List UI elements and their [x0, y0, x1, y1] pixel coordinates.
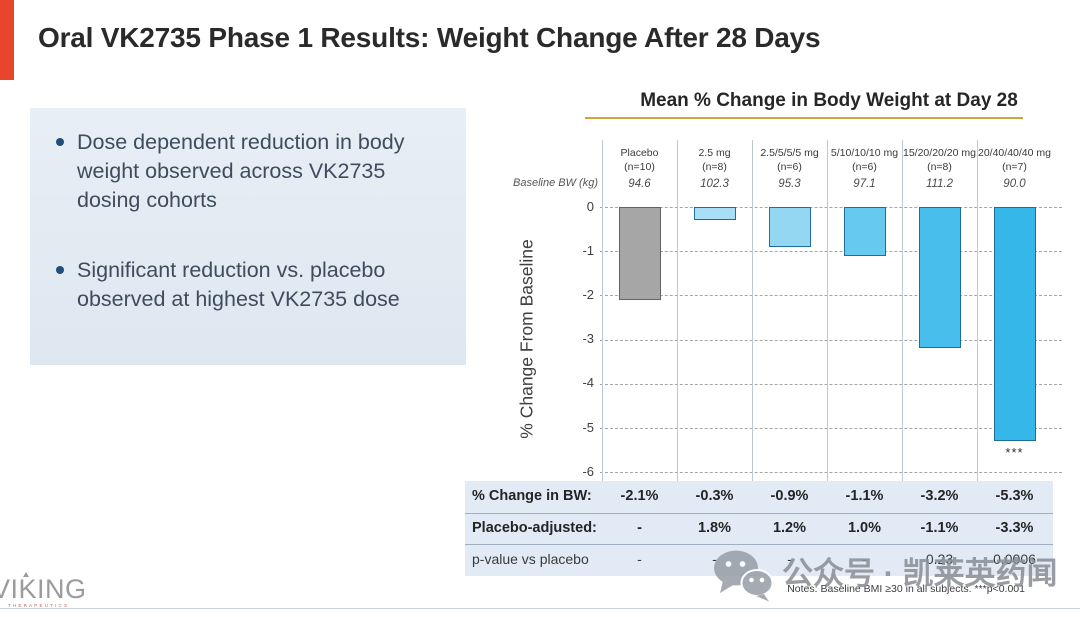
column-header-5: 15/20/20/20 mg (n=8) 111.2 [902, 147, 977, 192]
bullet-item-1: Dose dependent reduction in body weight … [56, 128, 448, 216]
y-tick-label--3: -3 [582, 331, 594, 347]
dose-label: 2.5 mg [698, 147, 731, 159]
table-cell-r1-c1: -2.1% [620, 488, 659, 504]
bar-20-40-40-40-mg [993, 207, 1036, 442]
chart-title-underline [585, 117, 1023, 119]
table-label-pct-change: % Change in BW: [472, 488, 592, 504]
table-label-placebo-adjusted: Placebo-adjusted: [472, 519, 597, 536]
n-label: (n=7) [1002, 160, 1027, 173]
dose-label: 20/40/40/40 mg [978, 147, 1051, 159]
viking-logo: VIKING THERAPEUTICS [0, 572, 87, 609]
table-label-p-value: p-value vs placebo [472, 551, 589, 568]
column-separator [977, 140, 978, 576]
table-cell-r2-c1: - [637, 519, 642, 536]
bullet-dot-icon [56, 265, 64, 274]
n-label: (n=6) [777, 160, 802, 173]
slide-bottom-edge [0, 608, 1080, 609]
baseline-bw-value: 90.0 [1003, 178, 1026, 191]
baseline-bw-value: 94.6 [628, 178, 651, 191]
viking-sail-icon [23, 572, 29, 577]
table-cell-r2-c4: 1.0% [847, 519, 882, 536]
table-cell-r3-c6: 0.0006 [993, 551, 1036, 568]
column-separator [752, 140, 753, 576]
dose-label: Placebo [620, 147, 659, 159]
n-label: (n=8) [927, 160, 952, 173]
baseline-bw-value: 97.1 [853, 178, 876, 191]
n-label: (n=8) [702, 160, 727, 173]
bar-5-10-10-10-mg [843, 207, 886, 256]
column-header-6: 20/40/40/40 mg (n=7) 90.0 [977, 147, 1052, 192]
table-cell-r3-c1: - [637, 551, 642, 568]
table-row-separator [465, 544, 1053, 546]
baseline-bw-label: Baseline BW (kg) [513, 177, 598, 189]
bar-2-5-mg [693, 207, 736, 221]
table-cell-r1-c2: -0.3% [695, 488, 734, 504]
viking-logo-name: VIKING [0, 574, 87, 604]
column-separator [902, 140, 903, 576]
n-label: (n=10) [624, 160, 655, 173]
n-label: (n=6) [852, 160, 877, 173]
dose-label: 15/20/20/20 mg [903, 147, 976, 159]
table-cell-r2-c5: -1.1% [920, 519, 959, 536]
table-cell-r1-c5: -3.2% [920, 488, 959, 504]
table-cell-r1-c4: -1.1% [845, 488, 884, 504]
table-cell-r1-c6: -5.3% [995, 488, 1034, 504]
gridline--1 [600, 251, 1062, 253]
table-cell-r2-c6: -3.3% [995, 519, 1034, 536]
table-cell-r3-c3: - [787, 551, 792, 568]
y-tick-label--4: -4 [582, 375, 594, 391]
baseline-bw-value: 111.2 [925, 178, 954, 191]
column-separator [677, 140, 678, 576]
column-separator [827, 140, 828, 576]
viking-logo-subtext: THERAPEUTICS [8, 603, 70, 608]
column-header-4: 5/10/10/10 mg (n=6) 97.1 [827, 147, 902, 192]
y-tick-label--1: -1 [582, 242, 594, 258]
column-header-3: 2.5/5/5/5 mg (n=6) 95.3 [752, 147, 827, 192]
y-tick-label--5: -5 [582, 419, 594, 435]
gridline--6 [600, 472, 1062, 474]
dose-label: 5/10/10/10 mg [830, 147, 899, 159]
bar-2-5-5-5-5-mg [768, 207, 811, 247]
gridline-0 [600, 207, 1062, 208]
baseline-bw-value: 95.3 [778, 178, 801, 191]
table-cell-r3-c2: - [712, 551, 717, 568]
y-tick-label-0: 0 [586, 198, 594, 214]
table-cell-r3-c5: 0.23 [925, 551, 954, 568]
table-cell-r2-c3: 1.2% [772, 519, 807, 536]
column-header-2: 2.5 mg (n=8) 102.3 [677, 147, 752, 192]
chart-title: Mean % Change in Body Weight at Day 28 [640, 90, 1018, 111]
bullet-dot-icon [56, 138, 64, 146]
table-cell-r2-c2: 1.8% [697, 519, 732, 536]
gridline--3 [600, 339, 1062, 341]
bullet-text-2: Significant reduction vs. placebo observ… [77, 257, 400, 311]
bullet-text-1: Dose dependent reduction in body weight … [77, 130, 405, 213]
table-cell-r1-c3: -0.9% [770, 488, 809, 504]
summary-table-background [465, 481, 1053, 576]
bar-placebo [618, 207, 661, 300]
page-title: Oral VK2735 Phase 1 Results: Weight Chan… [38, 22, 821, 53]
key-points-panel: Dose dependent reduction in body weight … [30, 108, 466, 365]
significance-marker: *** [1005, 445, 1024, 461]
title-accent-bar [0, 0, 14, 80]
bar-15-20-20-20-mg [918, 207, 961, 349]
dose-label: 2.5/5/5/5 mg [760, 147, 819, 159]
column-header-1: Placebo (n=10) 94.6 [602, 147, 677, 192]
y-tick-label--6: -6 [582, 463, 594, 479]
table-row-separator [465, 512, 1053, 514]
bullet-item-2: Significant reduction vs. placebo observ… [56, 256, 448, 314]
y-tick-label--2: -2 [582, 286, 594, 302]
y-axis-title: % Change From Baseline [516, 239, 537, 439]
gridline--4 [600, 383, 1062, 385]
gridline--5 [600, 428, 1062, 429]
baseline-bw-value: 102.3 [700, 178, 729, 191]
column-separator [602, 140, 603, 576]
footnote: Notes: Baseline BMI ≥30 in all subjects.… [787, 583, 1025, 595]
table-cell-r3-c4: - [862, 551, 867, 568]
gridline--2 [600, 295, 1062, 297]
